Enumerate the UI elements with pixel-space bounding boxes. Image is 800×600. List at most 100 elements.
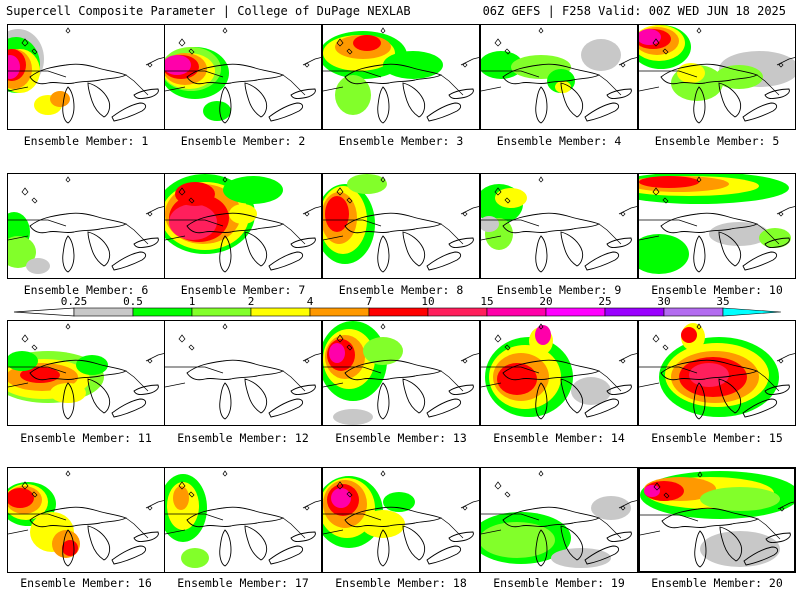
scp-contour-red bbox=[497, 363, 537, 395]
scp-contour-yellow bbox=[555, 81, 571, 93]
scp-contour-lightgreen bbox=[8, 236, 36, 268]
scp-map-18 bbox=[323, 468, 479, 572]
scp-map-6 bbox=[8, 174, 164, 278]
small-lake-outline bbox=[462, 358, 468, 364]
border-line bbox=[282, 517, 306, 539]
scp-contour-yellow bbox=[50, 383, 86, 403]
small-lake-outline bbox=[346, 48, 353, 55]
border-line bbox=[440, 74, 464, 96]
small-lake-outline bbox=[494, 187, 502, 196]
border-line bbox=[640, 514, 699, 522]
border-line bbox=[757, 518, 781, 540]
small-lake-outline bbox=[304, 358, 310, 364]
small-lake-outline bbox=[778, 62, 784, 68]
great-lake-outline bbox=[426, 102, 462, 122]
ensemble-member-label: Ensemble Member: 13 bbox=[335, 431, 467, 445]
great-lake-outline bbox=[719, 526, 743, 562]
ensemble-panel-18 bbox=[322, 467, 480, 573]
small-lake-outline bbox=[222, 323, 228, 330]
colorbar-tick-label: 7 bbox=[365, 295, 373, 308]
great-lake-outline bbox=[448, 237, 474, 248]
scp-contour-green bbox=[203, 101, 231, 121]
great-lake-outline bbox=[693, 86, 706, 124]
small-lake-outline bbox=[380, 323, 386, 330]
ensemble-member-label: Ensemble Member: 19 bbox=[493, 576, 625, 590]
small-lake-outline bbox=[147, 505, 153, 511]
great-lake-outline bbox=[344, 212, 443, 234]
small-lake-outline bbox=[504, 197, 511, 204]
border-line bbox=[125, 223, 149, 245]
ensemble-panel-20 bbox=[638, 467, 796, 573]
border-line bbox=[323, 366, 382, 374]
border-line bbox=[165, 529, 186, 535]
great-lake-outline bbox=[535, 529, 548, 567]
great-lake-outline bbox=[764, 384, 790, 395]
small-lake-outline bbox=[222, 27, 228, 34]
small-lake-outline bbox=[31, 48, 38, 55]
small-lake-outline bbox=[346, 344, 353, 351]
small-lake-outline bbox=[188, 48, 195, 55]
small-lake-outline bbox=[462, 62, 468, 68]
small-lake-outline bbox=[696, 176, 702, 183]
colorbar-segment bbox=[191, 307, 252, 317]
great-lake-outline bbox=[535, 86, 548, 124]
scp-map-19 bbox=[481, 468, 637, 572]
great-lake-outline bbox=[219, 382, 232, 420]
ensemble-panel-4 bbox=[480, 24, 638, 130]
great-lake-outline bbox=[402, 82, 426, 118]
great-lake-outline bbox=[402, 231, 426, 267]
ensemble-member-label: Ensemble Member: 20 bbox=[651, 576, 783, 590]
great-lake-outline bbox=[290, 531, 316, 542]
great-lake-outline bbox=[29, 359, 128, 381]
ensemble-member-label: Ensemble Member: 2 bbox=[180, 134, 306, 148]
ensemble-member-label: Ensemble Member: 1 bbox=[23, 134, 149, 148]
great-lake-outline bbox=[244, 82, 268, 118]
small-lake-outline bbox=[778, 211, 784, 217]
border-line bbox=[165, 513, 224, 521]
great-lake-outline bbox=[377, 235, 390, 273]
border-line bbox=[756, 74, 780, 96]
scp-map-12 bbox=[165, 321, 321, 425]
great-lake-outline bbox=[244, 378, 268, 414]
great-lake-outline bbox=[111, 545, 147, 565]
great-lake-outline bbox=[606, 384, 632, 395]
great-lake-outline bbox=[133, 237, 159, 248]
small-lake-outline bbox=[494, 334, 502, 343]
small-lake-outline bbox=[31, 344, 38, 351]
border-line bbox=[598, 370, 622, 392]
scp-contour-green bbox=[223, 176, 283, 204]
colorbar-tick-label: 15 bbox=[480, 295, 494, 308]
ensemble-panel-16 bbox=[7, 467, 165, 573]
great-lake-outline bbox=[502, 359, 601, 381]
colorbar-tick-label: 4 bbox=[306, 295, 314, 308]
scp-contour-green bbox=[76, 355, 108, 375]
border-line bbox=[639, 382, 660, 388]
small-lake-outline bbox=[21, 38, 29, 47]
run-info: 06Z GEFS | F258 Valid: 00Z WED JUN 18 20… bbox=[482, 4, 786, 18]
small-lake-outline bbox=[188, 491, 195, 498]
ensemble-member-label: Ensemble Member: 9 bbox=[496, 283, 622, 297]
scp-map-9 bbox=[481, 174, 637, 278]
border-line bbox=[323, 513, 382, 521]
small-lake-outline bbox=[504, 344, 511, 351]
great-lake-outline bbox=[606, 531, 632, 542]
great-lake-outline bbox=[111, 251, 147, 271]
great-lake-outline bbox=[186, 359, 285, 381]
scp-contour-magenta bbox=[535, 325, 551, 345]
great-lake-outline bbox=[660, 359, 759, 381]
great-lake-outline bbox=[584, 251, 620, 271]
great-lake-outline bbox=[29, 212, 128, 234]
scp-map-4 bbox=[481, 25, 637, 129]
small-lake-outline bbox=[65, 27, 71, 34]
great-lake-outline bbox=[584, 102, 620, 122]
border-line bbox=[8, 529, 29, 535]
great-lake-outline bbox=[584, 545, 620, 565]
border-line bbox=[323, 529, 344, 535]
ensemble-member-label: Ensemble Member: 6 bbox=[23, 283, 149, 297]
great-lake-outline bbox=[660, 63, 759, 85]
border-line bbox=[756, 370, 780, 392]
great-lake-outline bbox=[268, 251, 304, 271]
scp-contour-yellow bbox=[677, 63, 705, 83]
border-line bbox=[8, 382, 29, 388]
border-line bbox=[165, 235, 186, 241]
